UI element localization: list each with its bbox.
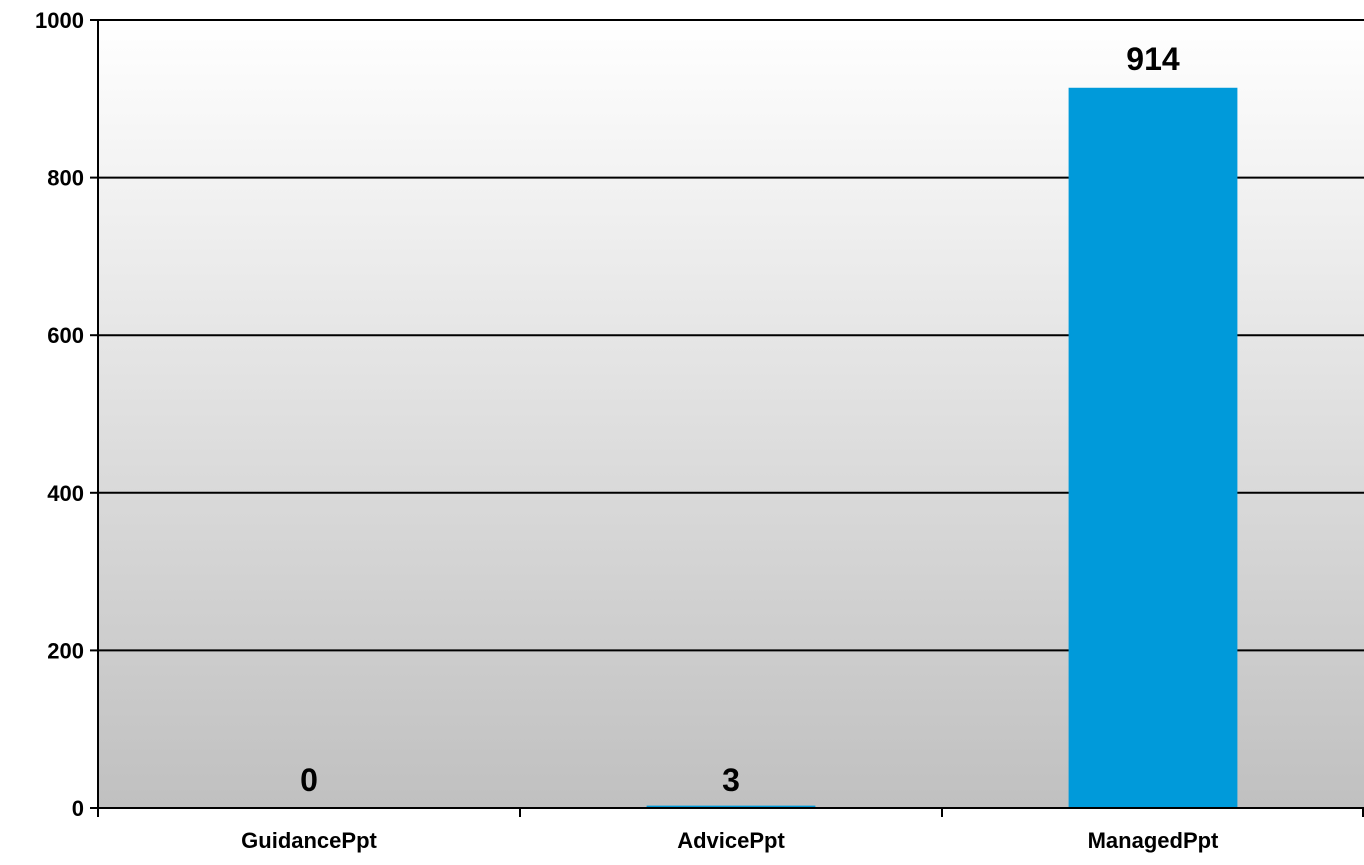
data-labels: 0 3 914 <box>300 41 1180 798</box>
y-tick-label: 400 <box>47 481 84 506</box>
y-tick-label: 1000 <box>35 8 84 33</box>
bar <box>646 805 816 808</box>
y-tick-label: 200 <box>47 638 84 663</box>
bars <box>646 87 1238 808</box>
y-tick-label: 0 <box>72 796 84 821</box>
x-category-label: ManagedPpt <box>1088 828 1219 853</box>
y-tick-label: 600 <box>47 323 84 348</box>
data-label: 0 <box>300 762 318 798</box>
data-label: 914 <box>1126 41 1180 77</box>
x-category-labels: GuidancePpt AdvicePpt ManagedPpt <box>241 828 1219 853</box>
y-tick-labels: 0 200 400 600 800 1000 <box>35 8 84 821</box>
bar <box>1068 87 1238 808</box>
x-category-label: GuidancePpt <box>241 828 377 853</box>
data-label: 3 <box>722 762 740 798</box>
x-category-label: AdvicePpt <box>677 828 785 853</box>
axes <box>90 19 1364 817</box>
y-tick-label: 800 <box>47 166 84 191</box>
